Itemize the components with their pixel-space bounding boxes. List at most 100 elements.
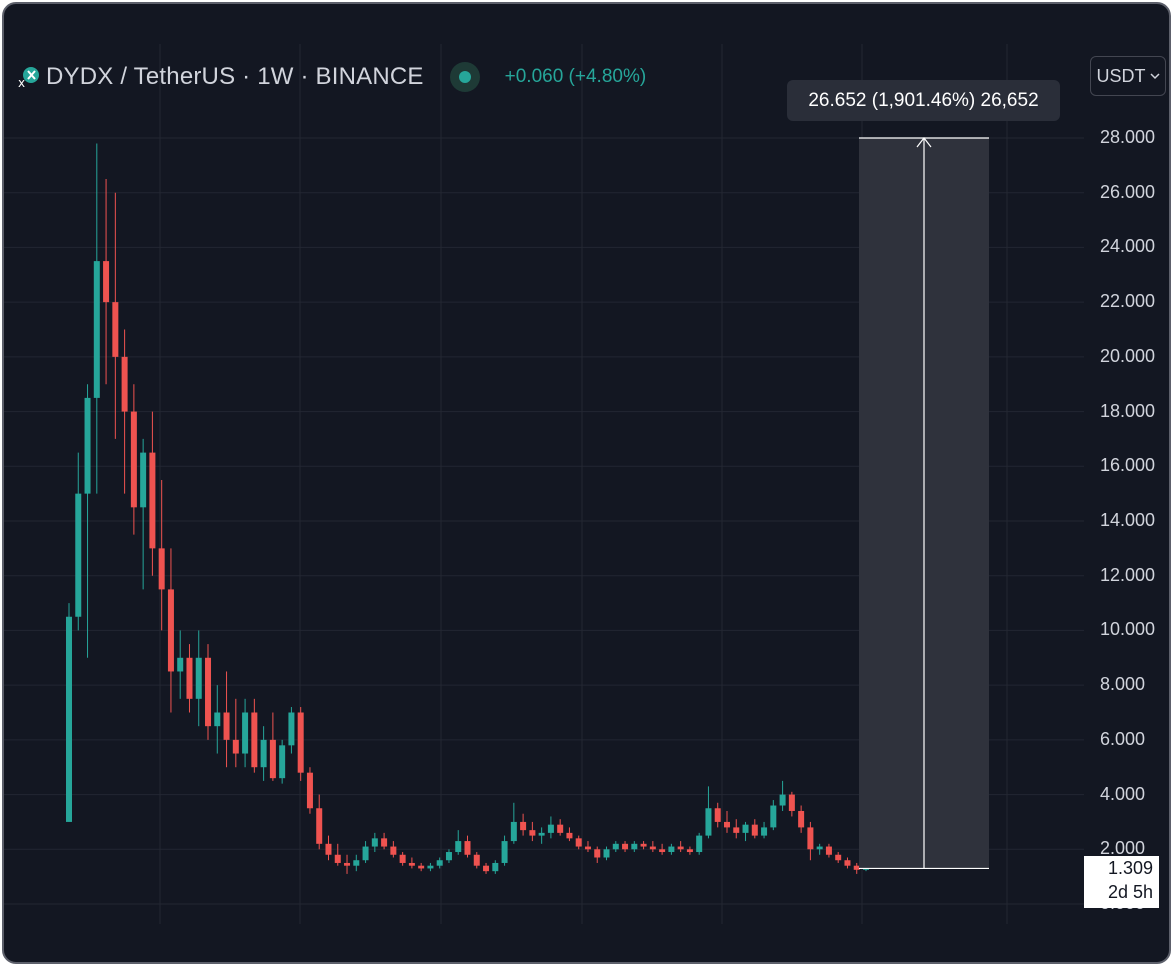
candle-body [677, 846, 684, 850]
candle [770, 800, 777, 831]
candle-body [779, 794, 786, 806]
candle [575, 835, 582, 850]
chart-header: x DYDX / TetherUS · 1W · BINANCE +0.060 … [18, 62, 646, 92]
y-tick-label: 6.000 [1100, 728, 1146, 749]
candle-body [66, 616, 72, 822]
candle-body [195, 657, 202, 699]
candle [742, 821, 749, 842]
candle [557, 819, 564, 836]
price-range-measure [859, 137, 989, 870]
candle-body [149, 452, 156, 549]
candle [492, 860, 499, 874]
currency-selector-button[interactable]: USDT [1090, 56, 1166, 96]
candle [714, 802, 721, 828]
candle-body [547, 824, 554, 833]
symbol-title[interactable]: DYDX / TetherUS · 1W · BINANCE [46, 63, 424, 90]
candle [529, 821, 536, 842]
candle-body [186, 657, 193, 699]
candle [242, 698, 249, 768]
candle [510, 802, 517, 844]
candle [566, 827, 573, 842]
candle-body [483, 865, 490, 872]
candle-body [455, 841, 462, 853]
candle-body [408, 862, 415, 866]
candle-body [260, 739, 267, 768]
candle [223, 671, 230, 768]
candle-body [853, 865, 860, 870]
candle-body [167, 589, 174, 672]
candle [455, 830, 462, 855]
candle [584, 841, 591, 853]
candle [158, 479, 165, 631]
candle-body [705, 808, 712, 836]
candle [844, 857, 851, 869]
candle [798, 805, 805, 833]
candle-body [668, 846, 675, 853]
candle [853, 862, 860, 874]
candle-body [93, 261, 100, 398]
bar-countdown: 2d 5h [1107, 882, 1153, 902]
candle-body [288, 712, 295, 746]
candle-body [510, 821, 517, 842]
candle [659, 843, 666, 855]
candle-body [464, 841, 471, 855]
candle [214, 685, 221, 754]
candle [723, 810, 730, 833]
candle [260, 726, 267, 781]
currency-label: USDT [1096, 65, 1146, 86]
candle-body [770, 805, 777, 828]
candle-body [251, 712, 258, 768]
candle [177, 630, 184, 699]
candle-body [751, 824, 758, 836]
candle-body [723, 821, 730, 828]
candle [121, 329, 128, 494]
candle [149, 411, 156, 576]
candle [195, 630, 202, 727]
candle-body [130, 411, 137, 508]
candle-body [640, 843, 647, 847]
candle [603, 846, 610, 861]
candle-body [557, 824, 564, 833]
y-tick-label: 14.000 [1100, 510, 1156, 530]
candle-body [575, 838, 582, 847]
candle [186, 644, 193, 713]
candle-body [269, 739, 276, 779]
candle-body [279, 745, 286, 779]
candle-body [445, 852, 452, 861]
chart-canvas[interactable] [4, 4, 1169, 962]
candle-body [686, 849, 693, 853]
candle-body [140, 452, 147, 508]
candle-body [158, 548, 165, 590]
svg-text:x: x [18, 76, 25, 88]
candle-body [214, 712, 221, 727]
candle [112, 192, 119, 439]
market-status-indicator [449, 62, 480, 92]
candle-body [594, 849, 601, 858]
price-change: +0.060 (+4.80%) [504, 66, 647, 87]
candle-body [659, 849, 666, 853]
candle-body [473, 854, 480, 866]
candle [75, 452, 82, 631]
candle-body [223, 712, 230, 740]
candle [501, 835, 508, 866]
candle [325, 835, 332, 861]
candle [686, 846, 693, 855]
measure-arrow-head-icon [916, 137, 932, 148]
y-tick-label: 8.000 [1100, 674, 1146, 695]
candle-body [742, 824, 749, 833]
candle-body [825, 846, 832, 855]
candle [84, 384, 91, 658]
candle-body [714, 808, 721, 822]
candle-body [353, 860, 360, 866]
candle [344, 854, 351, 874]
candle [279, 739, 286, 784]
candle [483, 862, 490, 874]
candle [427, 862, 434, 872]
candle-body [334, 854, 341, 863]
candle [297, 707, 304, 781]
candle [649, 841, 656, 853]
candle [167, 548, 174, 713]
candle [288, 707, 295, 754]
y-tick-label: 28.000 [1100, 127, 1156, 147]
candle [334, 843, 341, 866]
